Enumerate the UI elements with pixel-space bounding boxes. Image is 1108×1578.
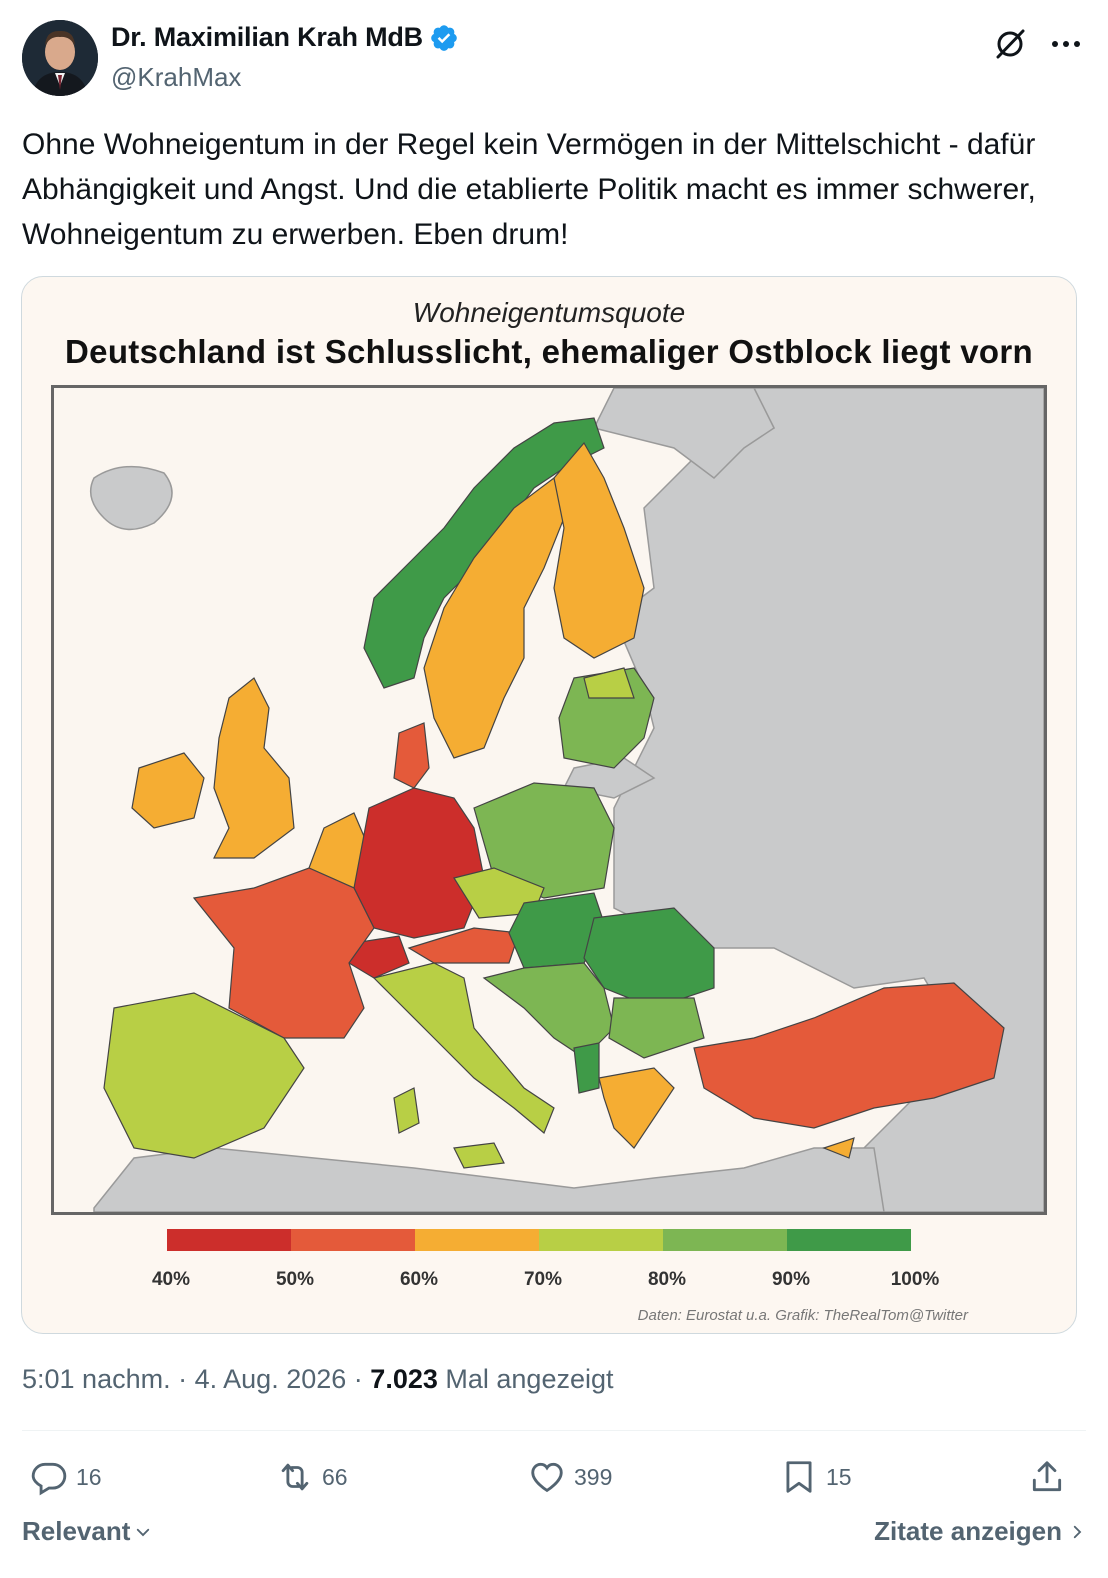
reply-button[interactable]: 16 [30,1452,102,1502]
action-bar: 16 66 399 15 [22,1452,1086,1502]
repost-button[interactable]: 66 [276,1452,348,1502]
legend-color-scale [167,1229,911,1251]
repost-icon [281,1463,309,1491]
view-count: 7.023 [370,1364,438,1394]
avatar[interactable] [22,20,98,96]
view-quotes-link[interactable]: Zitate anzeigen [874,1516,1086,1547]
like-count: 399 [574,1463,613,1490]
share-icon [1032,1461,1062,1492]
tweet-header: Dr. Maximilian Krah MdB @KrahMax [22,20,1086,98]
legend-label: 100% [890,1269,940,1290]
bookmark-icon [786,1461,812,1493]
author-display-name[interactable]: Dr. Maximilian Krah MdB [111,22,423,52]
repost-count: 66 [322,1463,348,1490]
reply-footer: Relevant Zitate anzeigen [22,1516,1086,1556]
bookmark-count: 15 [826,1463,852,1490]
map-title: Deutschland ist Schlusslicht, ehemaliger… [65,333,1033,370]
grok-icon[interactable] [990,24,1030,64]
chevron-right-icon [1073,1525,1082,1538]
divider [22,1430,1086,1431]
chevron-down-icon [137,1528,150,1536]
map-subtitle: Wohneigentumsquote [412,297,686,328]
meta-separator: · [353,1364,363,1394]
like-icon [531,1462,563,1493]
legend-swatch [787,1229,911,1251]
tweet-meta: 5:01 nachm. · 4. Aug. 2026 · 7.023 Mal a… [22,1364,614,1395]
legend-label: 50% [275,1269,315,1290]
legend-swatch [663,1229,787,1251]
sort-label: Relevant [22,1516,131,1546]
share-button[interactable] [1028,1452,1066,1502]
legend-label: 40% [151,1269,191,1290]
view-count-label: Mal angezeigt [445,1364,614,1394]
like-button[interactable]: 399 [528,1452,612,1502]
bookmark-button[interactable]: 15 [780,1452,852,1502]
reply-icon [31,1462,67,1496]
legend-labels: 40% 50% 60% 70% 80% 90% 100% [142,1269,962,1293]
legend-swatch [539,1229,663,1251]
map-source-credit: Daten: Eurostat u.a. Grafik: TheRealTom@… [637,1307,968,1324]
tweet-date[interactable]: 4. Aug. 2026 [194,1364,347,1394]
legend-label: 70% [523,1269,563,1290]
tweet-media-image[interactable]: Wohneigentumsquote Deutschland ist Schlu… [21,276,1077,1334]
legend-swatch [415,1229,539,1251]
author-handle[interactable]: @KrahMax [111,62,242,92]
legend-label: 90% [771,1269,811,1290]
tweet-text: Ohne Wohneigentum in der Regel kein Verm… [22,128,1036,251]
reply-count: 16 [76,1463,102,1490]
tweet-time[interactable]: 5:01 nachm. [22,1364,171,1394]
legend-label: 80% [647,1269,687,1290]
legend-swatch [167,1229,291,1251]
legend-swatch [291,1229,415,1251]
europe-map-graphic [89,388,1044,1212]
sort-dropdown[interactable]: Relevant [22,1516,152,1547]
verified-badge-icon [431,24,457,51]
legend-label: 60% [399,1269,439,1290]
europe-map [51,385,1047,1215]
quotes-label: Zitate anzeigen [874,1516,1062,1546]
author-name-row: Dr. Maximilian Krah MdB [111,22,459,53]
meta-separator: · [178,1364,188,1394]
more-icon[interactable] [1046,24,1086,64]
